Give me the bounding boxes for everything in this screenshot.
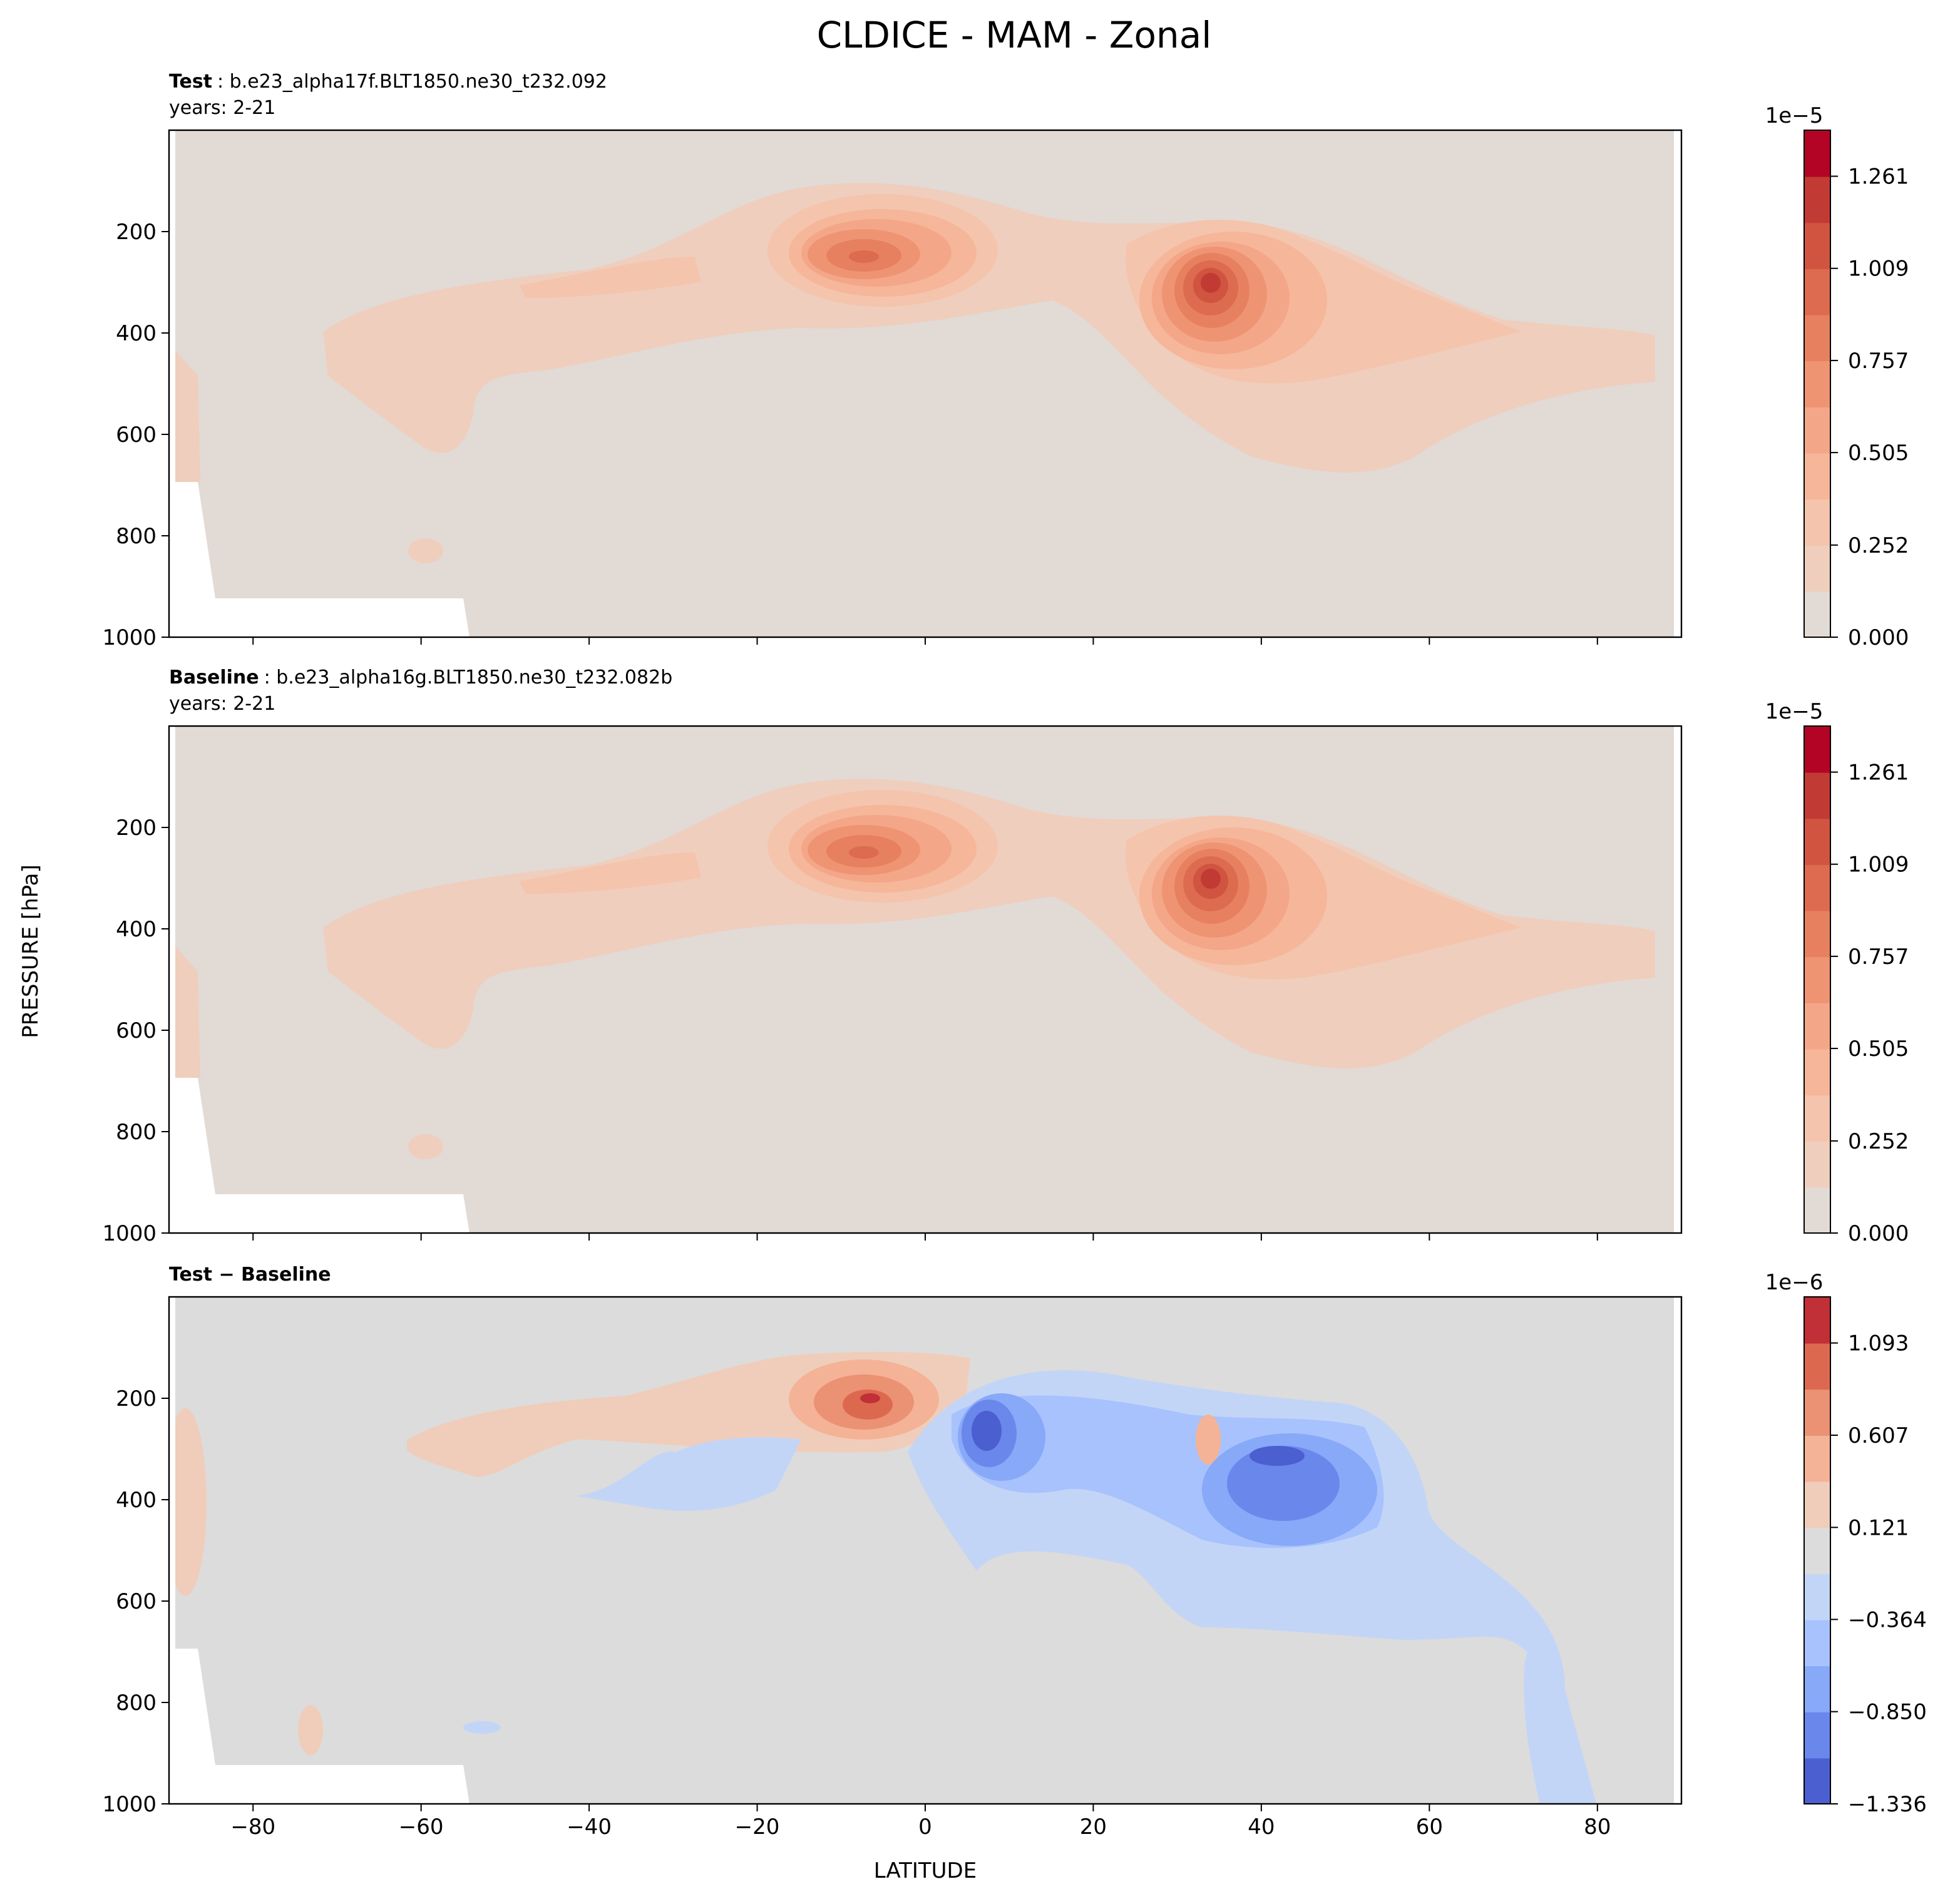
colorbar-band [1804, 1666, 1830, 1712]
y-axis-label: PRESSURE [hPa] [18, 864, 43, 1038]
y-tick-label: 800 [116, 524, 156, 549]
x-tick-label: 40 [1248, 1815, 1275, 1840]
colorbar-frame [1804, 1296, 1831, 1804]
y-tick-label: 600 [116, 1018, 156, 1043]
colorbar-band [1804, 499, 1830, 546]
colorbar-tick-label: 0.121 [1848, 1515, 1909, 1540]
colorbar-tick-label: −1.336 [1848, 1792, 1927, 1817]
colorbar-tick-label: 0.505 [1848, 441, 1909, 466]
colorbar-band [1804, 222, 1830, 269]
colorbar-tick-label: 0.252 [1848, 1129, 1909, 1154]
colorbar-tick-label: 0.607 [1848, 1423, 1909, 1448]
y-tick-label: 200 [116, 220, 156, 245]
colorbar-band [1804, 268, 1830, 315]
colorbar-tick-label: 1.261 [1848, 760, 1909, 786]
contour-field [169, 1297, 1681, 1804]
colorbar-tick-label: −0.364 [1848, 1607, 1927, 1632]
panel-source: : b.e23_alpha16g.BLT1850.ne30_t232.082b [264, 667, 673, 688]
colorbar-tick-label: 0.000 [1848, 625, 1909, 650]
y-tick-label: 600 [116, 1589, 156, 1614]
colorbar-band [1804, 1435, 1830, 1482]
panel-source: : b.e23_alpha17f.BLT1850.ne30_t232.092 [217, 71, 607, 93]
colorbar-band [1804, 453, 1830, 500]
colorbar-band [1804, 1711, 1830, 1759]
figure-title: CLDICE - MAM - Zonal [817, 14, 1212, 56]
y-tick-label: 800 [116, 1120, 156, 1145]
colorbar-band [1804, 314, 1830, 362]
colorbar-band [1804, 1002, 1830, 1050]
x-tick-label: −40 [567, 1815, 612, 1840]
y-tick-label: 800 [116, 1691, 156, 1716]
colorbar-offset: 1e−5 [1765, 103, 1824, 128]
y-tick-label: 200 [116, 816, 156, 841]
colorbar-tick-label: 0.757 [1848, 349, 1909, 374]
y-tick-label: 600 [116, 422, 156, 448]
panel-years: years: 2-21 [169, 693, 275, 715]
y-tick-label: 400 [116, 321, 156, 346]
colorbar-band [1804, 545, 1830, 592]
colorbar-band [1804, 818, 1830, 865]
y-tick-label: 400 [116, 917, 156, 942]
y-tick-label: 1000 [102, 625, 156, 650]
colorbar-band [1804, 956, 1830, 1003]
colorbar-band [1804, 176, 1830, 223]
x-tick-label: −80 [230, 1815, 275, 1840]
colorbar-tick-label: −0.850 [1848, 1700, 1927, 1725]
panel-years: years: 2-21 [169, 97, 275, 119]
colorbar-offset: 1e−6 [1765, 1270, 1824, 1295]
colorbar-band [1804, 1758, 1830, 1804]
colorbar-tick-label: 0.757 [1848, 944, 1909, 970]
colorbar-tick-label: 1.009 [1848, 257, 1909, 282]
x-tick-label: 60 [1416, 1815, 1443, 1840]
colorbar-band [1804, 864, 1830, 911]
panel-subtitle: Test: b.e23_alpha17f.BLT1850.ne30_t232.0… [169, 71, 607, 93]
x-tick-label: −20 [735, 1815, 780, 1840]
colorbar-band [1804, 1095, 1830, 1142]
colorbar-band [1804, 1187, 1830, 1234]
y-tick-label: 1000 [102, 1792, 156, 1817]
colorbar-band [1804, 1527, 1830, 1574]
colorbar-band [1804, 1573, 1830, 1620]
x-axis-label: LATITUDE [874, 1858, 977, 1883]
colorbar-band [1804, 130, 1830, 177]
colorbar-frame [1804, 130, 1831, 638]
colorbar-band [1804, 1389, 1830, 1436]
panel-subtitle: Test − Baseline [169, 1264, 331, 1286]
colorbar-band [1804, 1048, 1830, 1096]
x-tick-label: −60 [399, 1815, 444, 1840]
panel-label: Test − Baseline [169, 1264, 331, 1286]
colorbar-band [1804, 1619, 1830, 1667]
colorbar-offset: 1e−5 [1765, 699, 1824, 724]
panel-label: Test [169, 71, 212, 93]
colorbar-band [1804, 406, 1830, 454]
y-tick-label: 1000 [102, 1221, 156, 1246]
colorbar-tick-label: 1.093 [1848, 1331, 1909, 1356]
colorbar-band [1804, 910, 1830, 958]
colorbar-band [1804, 1343, 1830, 1390]
colorbar-tick-label: 1.261 [1848, 165, 1909, 190]
colorbar-band [1804, 591, 1830, 638]
colorbar-band [1804, 1297, 1830, 1344]
x-tick-label: 20 [1080, 1815, 1107, 1840]
colorbar-band [1804, 361, 1830, 407]
contour-field [169, 130, 1681, 637]
colorbar-band [1804, 1140, 1830, 1188]
x-tick-label: 0 [918, 1815, 932, 1840]
y-tick-label: 200 [116, 1386, 156, 1411]
colorbar-tick-label: 1.009 [1848, 852, 1909, 878]
colorbar-tick-label: 0.000 [1848, 1221, 1909, 1246]
x-tick-label: 80 [1584, 1815, 1611, 1840]
y-tick-label: 400 [116, 1488, 156, 1513]
panel-subtitle: Baseline: b.e23_alpha16g.BLT1850.ne30_t2… [169, 667, 672, 688]
colorbar-frame [1804, 725, 1831, 1234]
panel-label: Baseline [169, 667, 259, 688]
colorbar-band [1804, 726, 1830, 773]
colorbar-tick-label: 0.505 [1848, 1037, 1909, 1062]
colorbar-band [1804, 772, 1830, 819]
contour-field [169, 726, 1681, 1233]
colorbar-band [1804, 1481, 1830, 1528]
colorbar-tick-label: 0.252 [1848, 533, 1909, 558]
